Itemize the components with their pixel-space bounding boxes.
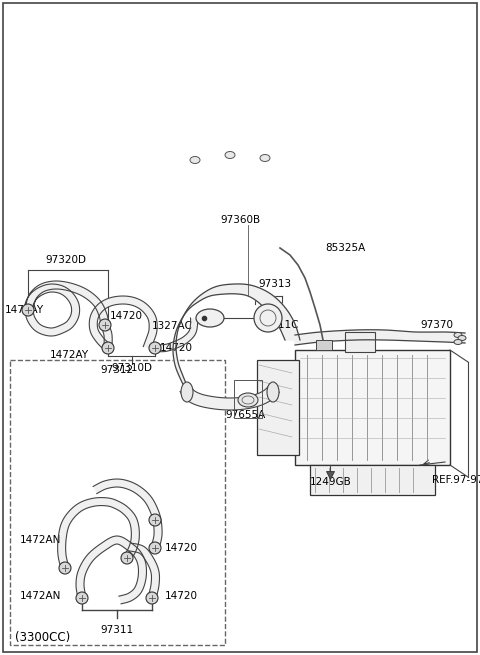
Text: 97655A: 97655A [225,410,265,420]
Text: 97211C: 97211C [258,320,299,330]
Text: 14720: 14720 [110,311,143,321]
Text: 1472AY: 1472AY [5,305,44,315]
Polygon shape [129,543,159,599]
Ellipse shape [458,335,466,341]
Text: 97311: 97311 [100,625,133,635]
Polygon shape [173,284,300,388]
Ellipse shape [225,151,235,159]
Text: 97312: 97312 [100,365,133,375]
Circle shape [121,552,133,564]
Circle shape [149,542,161,554]
Circle shape [76,592,88,604]
Text: 1472AY: 1472AY [50,350,89,360]
Circle shape [59,562,71,574]
Text: 14720: 14720 [160,343,193,353]
Text: 97320D: 97320D [45,255,86,265]
Polygon shape [89,296,157,351]
Ellipse shape [238,393,258,407]
Text: 97313: 97313 [258,279,291,289]
Polygon shape [24,281,112,348]
Circle shape [254,304,282,332]
Circle shape [149,342,161,354]
Text: 1249GB: 1249GB [310,477,352,487]
Ellipse shape [181,382,193,402]
Text: 97360B: 97360B [220,215,260,225]
Bar [10,360,225,645]
Text: 14720: 14720 [165,543,198,553]
Circle shape [102,342,114,354]
Text: 97310D: 97310D [111,363,153,373]
Polygon shape [295,329,465,345]
Ellipse shape [454,333,462,337]
Circle shape [99,319,111,331]
Bar [345,332,375,352]
Bar [316,340,332,350]
Circle shape [146,592,158,604]
Text: 97370: 97370 [420,320,453,330]
Bar [295,350,450,465]
Bar [257,360,299,455]
Polygon shape [155,318,198,352]
Polygon shape [180,384,279,410]
Text: REF.97-971: REF.97-971 [432,475,480,485]
Polygon shape [93,479,162,549]
Polygon shape [76,536,146,604]
Circle shape [22,304,34,316]
Text: 1472AN: 1472AN [20,535,61,545]
Text: 85325A: 85325A [325,243,365,253]
Circle shape [149,514,161,526]
Text: 14720: 14720 [165,591,198,601]
Text: 1472AN: 1472AN [20,591,61,601]
Polygon shape [58,498,139,569]
Ellipse shape [260,155,270,162]
Bar [234,380,262,418]
Ellipse shape [190,157,200,164]
Ellipse shape [454,339,462,345]
Ellipse shape [267,382,279,402]
Text: (3300CC): (3300CC) [15,631,70,645]
Bar [310,465,435,495]
Ellipse shape [196,309,224,327]
Text: 1327AC: 1327AC [152,321,193,331]
